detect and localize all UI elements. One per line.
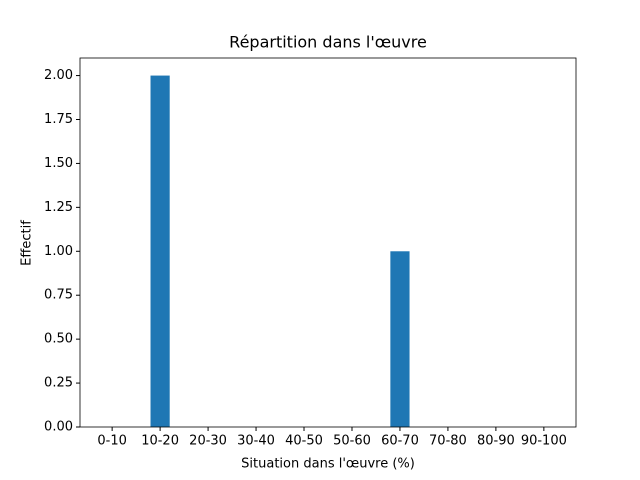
x-tick-label: 60-70: [381, 434, 419, 449]
y-tick-label: 0.50: [44, 332, 73, 347]
x-tick-label: 80-90: [477, 434, 515, 449]
x-tick-label: 90-100: [521, 434, 567, 449]
y-tick-label: 1.25: [44, 200, 73, 215]
x-tick-label: 10-20: [141, 434, 179, 449]
y-axis-label: Effectif: [20, 220, 35, 266]
x-tick-label: 50-60: [333, 434, 371, 449]
plot-frame: [79, 57, 577, 428]
x-tick-label: 40-50: [285, 434, 323, 449]
x-tick-label: 20-30: [189, 434, 227, 449]
x-tick-label: 70-80: [429, 434, 467, 449]
x-tick-label: 0-10: [97, 434, 127, 449]
y-tick-label: 2.00: [44, 68, 73, 83]
x-axis-label: Situation dans l'œuvre (%): [241, 457, 415, 472]
y-tick-label: 1.50: [44, 156, 73, 171]
y-tick-label: 1.75: [44, 112, 73, 127]
y-tick-label: 0.25: [44, 376, 73, 391]
y-tick-label: 0.00: [44, 420, 73, 435]
y-tick-label: 0.75: [44, 288, 73, 303]
y-tick-label: 1.00: [44, 244, 73, 259]
x-tick-label: 30-40: [237, 434, 275, 449]
bar: [150, 75, 170, 428]
chart-title: Répartition dans l'œuvre: [229, 33, 427, 52]
bar: [390, 251, 410, 427]
